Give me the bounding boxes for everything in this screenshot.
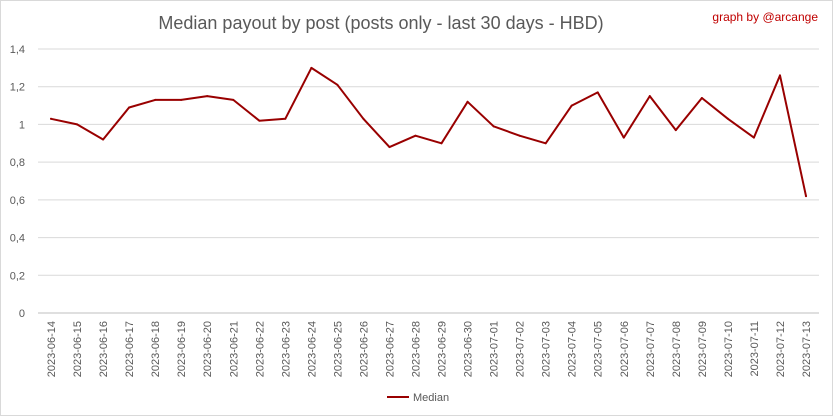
data-point bbox=[544, 142, 547, 145]
y-axis-ticks: 0 0,2 0,4 0,6 0,8 1 1,2 1,4 bbox=[10, 44, 25, 320]
x-tick-label: 2023-07-02 bbox=[515, 321, 527, 377]
data-point bbox=[622, 136, 625, 139]
x-tick-label: 2023-06-30 bbox=[463, 321, 475, 377]
data-point bbox=[206, 95, 209, 98]
y-tick-label: 1,2 bbox=[10, 82, 25, 94]
y-tick-label: 1,4 bbox=[10, 44, 25, 56]
data-point bbox=[492, 125, 495, 128]
x-tick-label: 2023-06-27 bbox=[384, 321, 396, 377]
data-point bbox=[154, 98, 157, 101]
data-point bbox=[440, 142, 443, 145]
data-point bbox=[778, 74, 781, 77]
data-point bbox=[700, 97, 703, 100]
x-tick-label: 2023-07-07 bbox=[645, 321, 657, 377]
data-point bbox=[284, 117, 287, 120]
x-tick-label: 2023-06-22 bbox=[254, 321, 266, 377]
y-tick-label: 0,8 bbox=[10, 157, 25, 169]
data-point bbox=[362, 117, 365, 120]
x-tick-label: 2023-06-28 bbox=[410, 321, 422, 377]
x-tick-label: 2023-07-05 bbox=[593, 321, 605, 377]
x-tick-label: 2023-06-17 bbox=[124, 321, 136, 377]
data-point bbox=[570, 104, 573, 107]
y-tick-label: 0 bbox=[19, 308, 25, 320]
data-point bbox=[102, 138, 105, 141]
x-tick-label: 2023-06-21 bbox=[228, 321, 240, 377]
x-tick-label: 2023-07-13 bbox=[801, 321, 813, 377]
x-tick-label: 2023-06-23 bbox=[280, 321, 292, 377]
x-tick-label: 2023-06-19 bbox=[176, 321, 188, 377]
data-point bbox=[336, 83, 339, 86]
y-tick-label: 1 bbox=[19, 119, 25, 131]
data-point bbox=[674, 129, 677, 132]
x-tick-label: 2023-06-18 bbox=[150, 321, 162, 377]
x-tick-label: 2023-07-01 bbox=[489, 321, 501, 377]
x-tick-label: 2023-06-16 bbox=[98, 321, 110, 377]
data-point bbox=[414, 134, 417, 137]
data-point bbox=[388, 146, 391, 149]
legend: Median bbox=[387, 392, 449, 404]
data-point bbox=[726, 117, 729, 120]
x-tick-label: 2023-07-09 bbox=[697, 321, 709, 377]
gridlines bbox=[38, 48, 819, 314]
x-tick-label: 2023-06-14 bbox=[46, 321, 58, 377]
data-point bbox=[648, 95, 651, 98]
data-point bbox=[258, 119, 261, 122]
x-tick-label: 2023-07-06 bbox=[619, 321, 631, 377]
x-axis-ticks: 2023-06-14 2023-06-15 2023-06-16 2023-06-17… bbox=[46, 321, 813, 377]
x-tick-label: 2023-07-12 bbox=[775, 321, 787, 377]
data-point bbox=[518, 134, 521, 137]
data-point bbox=[752, 136, 755, 139]
x-tick-label: 2023-06-29 bbox=[437, 321, 449, 377]
x-tick-label: 2023-06-26 bbox=[358, 321, 370, 377]
x-tick-label: 2023-07-03 bbox=[541, 321, 553, 377]
x-tick-label: 2023-06-24 bbox=[306, 321, 318, 377]
data-point bbox=[76, 123, 79, 126]
x-tick-label: 2023-06-15 bbox=[72, 321, 84, 377]
data-point bbox=[50, 117, 53, 120]
credit-label: graph by @arcange bbox=[712, 10, 818, 24]
x-tick-label: 2023-06-25 bbox=[332, 321, 344, 377]
data-point bbox=[128, 106, 131, 109]
x-tick-label: 2023-07-10 bbox=[723, 321, 735, 377]
x-tick-label: 2023-07-11 bbox=[749, 321, 761, 376]
series-layer bbox=[50, 66, 807, 198]
data-point bbox=[596, 91, 599, 94]
y-tick-label: 0,4 bbox=[10, 233, 25, 245]
data-point bbox=[804, 195, 807, 198]
legend-label-median: Median bbox=[413, 392, 449, 404]
y-tick-label: 0,2 bbox=[10, 270, 25, 282]
x-tick-label: 2023-07-04 bbox=[567, 321, 579, 377]
x-tick-label: 2023-06-20 bbox=[202, 321, 214, 377]
series-line-median bbox=[50, 66, 807, 198]
data-point bbox=[180, 98, 183, 101]
data-point bbox=[466, 100, 469, 103]
data-point bbox=[310, 66, 313, 69]
chart-title: Median payout by post (posts only - last… bbox=[158, 13, 603, 33]
data-point bbox=[232, 98, 235, 101]
x-tick-label: 2023-07-08 bbox=[671, 321, 683, 377]
y-tick-label: 0,6 bbox=[10, 195, 25, 207]
